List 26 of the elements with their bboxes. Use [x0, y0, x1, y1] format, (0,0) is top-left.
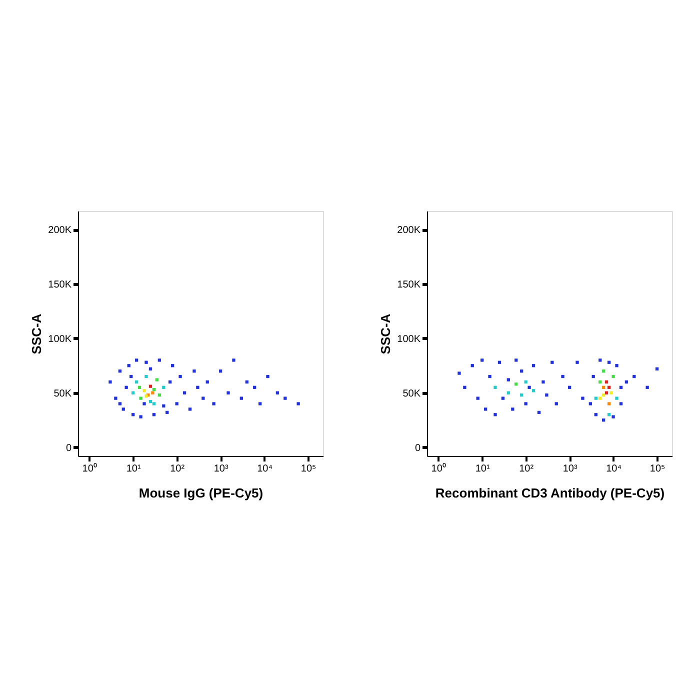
- y-tick-label: 150K: [48, 279, 72, 290]
- x-tick-label: 10²: [170, 464, 186, 474]
- x-tick-label: 10⁰: [431, 462, 446, 474]
- y-tick-label: 0: [414, 442, 421, 454]
- x-tick-label: 10²: [519, 464, 534, 474]
- x-axis-title: Recombinant CD3 Antibody (PE-Cy5): [435, 486, 665, 500]
- x-tick-label: 10⁵: [650, 464, 666, 474]
- y-tick-label: 100K: [48, 334, 72, 345]
- y-tick-label: 100K: [397, 334, 421, 345]
- x-tick-label: 10¹: [126, 464, 142, 474]
- x-tick-label: 10⁰: [82, 462, 98, 474]
- y-tick-label: 150K: [397, 279, 421, 290]
- y-axis-title: SSC-A: [29, 313, 44, 354]
- y-tick-label: 50K: [54, 388, 72, 400]
- x-tick-label: 10¹: [475, 464, 490, 474]
- y-tick-label: 50K: [402, 388, 421, 400]
- x-tick-label: 10³: [214, 464, 229, 474]
- y-tick-label: 0: [66, 442, 72, 454]
- x-axis-title: Mouse IgG (PE-Cy5): [138, 486, 264, 500]
- y-tick-label: 200K: [48, 225, 72, 236]
- y-tick-label: 200K: [397, 225, 421, 236]
- y-axis-title: SSC-A: [378, 313, 394, 354]
- x-tick-label: 10³: [562, 464, 578, 474]
- x-tick-label: 10⁴: [606, 464, 622, 474]
- x-tick-label: 10⁴: [257, 464, 272, 474]
- x-tick-label: 10⁵: [300, 464, 316, 474]
